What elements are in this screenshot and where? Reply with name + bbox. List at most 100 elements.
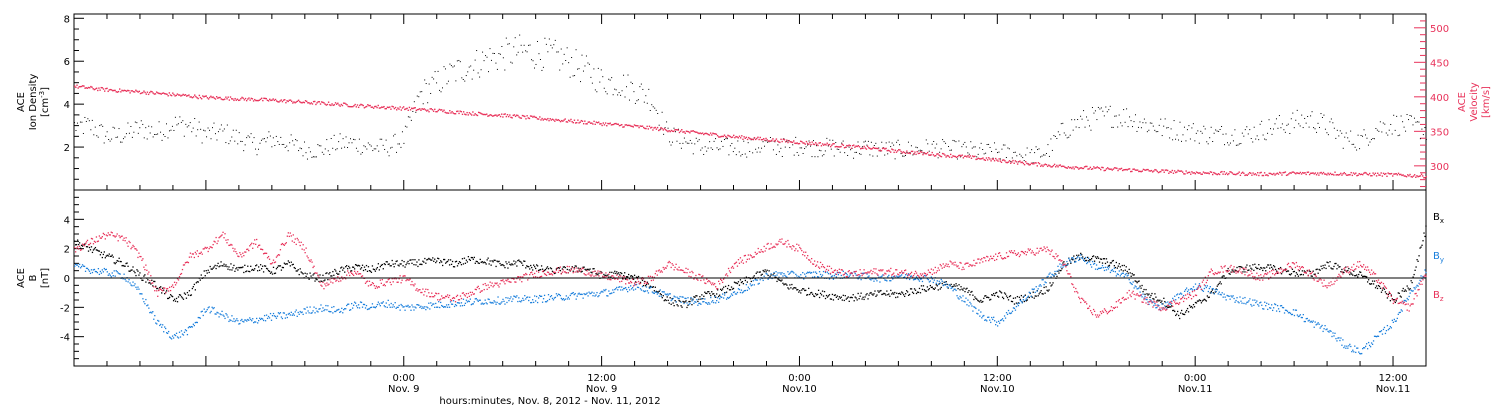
- velocity-point: [1156, 170, 1158, 173]
- velocity-point: [960, 155, 962, 157]
- b-field-point: [494, 259, 496, 262]
- b-field-point: [1408, 289, 1410, 291]
- b-field-point: [627, 273, 630, 276]
- b-field-point: [147, 304, 149, 306]
- density-point: [292, 140, 294, 142]
- velocity-point: [955, 156, 958, 159]
- b-field-point: [509, 263, 511, 266]
- b-field-point: [640, 289, 643, 291]
- velocity-point: [1303, 172, 1305, 174]
- b-field-point: [1389, 300, 1392, 302]
- density-point: [453, 65, 455, 67]
- b-field-point: [467, 256, 470, 258]
- b-field-point: [984, 319, 986, 321]
- velocity-point: [843, 146, 846, 149]
- b-field-point: [222, 265, 224, 267]
- b-field-point: [168, 336, 171, 338]
- b-field-point: [831, 293, 834, 296]
- density-point: [890, 146, 892, 148]
- b-field-point: [203, 308, 205, 310]
- velocity-point: [438, 108, 441, 111]
- b-field-point: [1187, 311, 1190, 313]
- density-point: [539, 59, 541, 61]
- velocity-point: [326, 103, 329, 106]
- b-field-point: [1138, 280, 1140, 282]
- b-field-point: [619, 286, 621, 288]
- b-field-point: [372, 268, 375, 270]
- b-field-point: [773, 271, 775, 274]
- b-field-point: [123, 273, 125, 275]
- density-point: [1277, 127, 1279, 129]
- b-field-point: [249, 270, 251, 273]
- velocity-point: [878, 149, 880, 152]
- b-field-point: [1221, 292, 1223, 294]
- velocity-point: [492, 115, 495, 117]
- velocity-point: [992, 158, 995, 160]
- velocity-point: [1125, 168, 1127, 171]
- velocity-point: [119, 88, 121, 90]
- b-field-point: [503, 265, 505, 267]
- b-field-point: [372, 306, 375, 308]
- b-field-point: [729, 295, 732, 297]
- b-field-point: [600, 291, 602, 293]
- b-field-point: [735, 293, 738, 295]
- velocity-point: [833, 142, 835, 145]
- b-field-point: [811, 293, 814, 295]
- density-point: [1295, 119, 1297, 121]
- velocity-point: [264, 97, 266, 100]
- b-field-point: [274, 315, 277, 318]
- density-point: [440, 91, 442, 93]
- velocity-point: [281, 100, 284, 103]
- velocity-point: [1276, 172, 1279, 174]
- density-point: [1084, 126, 1086, 128]
- velocity-point: [129, 92, 131, 94]
- b-field-point: [310, 312, 312, 314]
- density-point: [306, 158, 308, 160]
- b-field-point: [1048, 289, 1050, 291]
- b-field-point: [199, 279, 201, 281]
- b-field-point: [1223, 275, 1225, 277]
- b-field-point: [411, 304, 413, 306]
- velocity-point: [596, 121, 599, 124]
- velocity-point: [132, 91, 135, 93]
- velocity-point: [498, 114, 501, 116]
- velocity-point: [465, 113, 467, 116]
- b-field-point: [832, 299, 835, 301]
- velocity-point: [1013, 162, 1015, 164]
- b-field-point: [681, 306, 683, 308]
- b-field-point: [91, 251, 94, 254]
- b-field-point: [193, 324, 196, 327]
- velocity-point: [203, 96, 205, 98]
- velocity-point: [641, 125, 644, 127]
- density-point: [796, 151, 798, 153]
- b-field-point: [1104, 262, 1107, 265]
- b-field-point: [411, 262, 413, 264]
- density-point: [939, 151, 941, 153]
- velocity-point: [160, 93, 162, 95]
- b-field-point: [814, 293, 817, 295]
- b-field-point: [1210, 290, 1212, 293]
- b-field-point: [1121, 272, 1123, 274]
- b-field-point: [692, 298, 694, 300]
- density-point: [309, 151, 311, 153]
- velocity-point: [1247, 173, 1250, 175]
- density-point: [458, 59, 460, 61]
- velocity-point: [671, 130, 674, 132]
- density-point: [367, 142, 369, 144]
- x-tick-date-label: Nov.11: [1178, 384, 1213, 395]
- b-field-point: [566, 298, 568, 300]
- b-field-point: [888, 293, 890, 295]
- b-field-point: [646, 281, 649, 283]
- b-field-point: [228, 320, 230, 323]
- density-point: [1063, 132, 1065, 134]
- b-field-point: [1273, 266, 1276, 268]
- b-field-point: [128, 270, 130, 272]
- b-field-point: [978, 309, 980, 311]
- b-field-point: [1284, 309, 1287, 311]
- b-field-point: [1295, 309, 1298, 311]
- velocity-point: [551, 118, 554, 120]
- b-field-point: [534, 267, 537, 270]
- velocity-point: [1262, 174, 1265, 177]
- b-field-point: [677, 297, 679, 300]
- b-field-point: [284, 317, 287, 319]
